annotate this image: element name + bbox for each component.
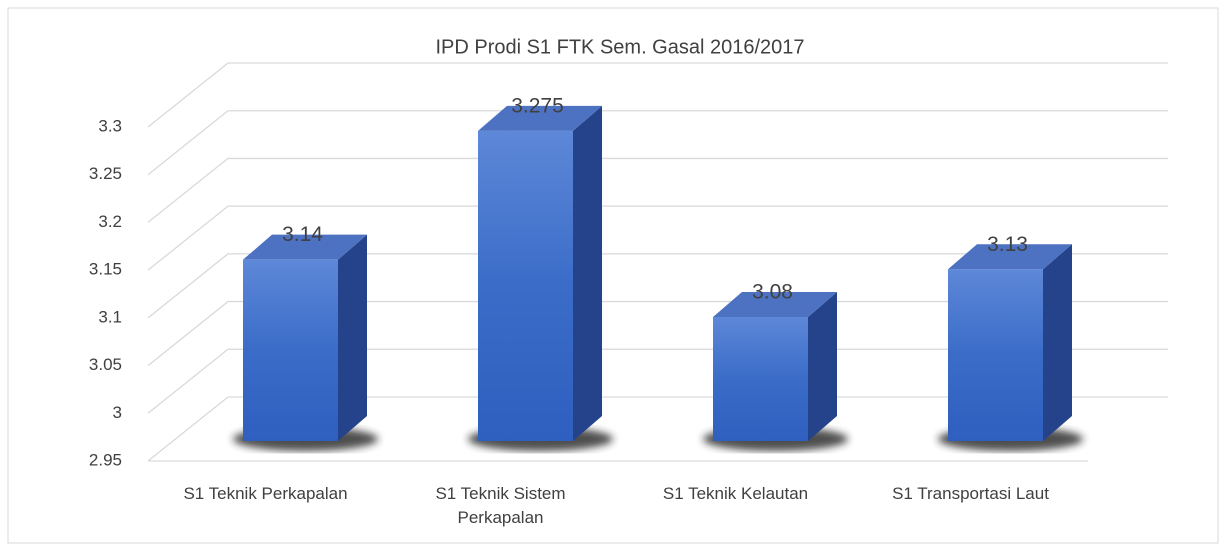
x-tick-label: S1 Transportasi Laut: [892, 484, 1049, 503]
y-tick-label: 3.05: [89, 355, 122, 374]
data-label: 3.275: [511, 94, 564, 117]
y-tick-label: 2.95: [89, 450, 122, 469]
grid-line: [147, 348, 1168, 414]
bar-front: [243, 259, 338, 441]
bar-side: [338, 234, 367, 441]
bar: [478, 105, 602, 441]
y-tick-label: 3.15: [89, 260, 122, 279]
grid-line: [147, 62, 1168, 128]
bar-front: [478, 130, 573, 441]
grid-line: [147, 205, 1168, 271]
data-label: 3.08: [752, 280, 793, 303]
data-label: 3.14: [282, 223, 323, 246]
bar-side: [1043, 244, 1072, 441]
bar-front: [948, 269, 1043, 441]
y-tick-label: 3.25: [89, 164, 122, 183]
bar: [713, 291, 837, 441]
bar-side: [808, 291, 837, 441]
bar: [243, 234, 367, 441]
bar-top: [478, 105, 602, 131]
bar-top: [713, 291, 837, 317]
chart-border: [7, 7, 1219, 544]
x-tick-label: S1 Teknik Kelautan: [662, 484, 809, 503]
chart-title: IPD Prodi S1 FTK Sem. Gasal 2016/2017: [435, 36, 804, 58]
grid-line: [147, 253, 1168, 319]
y-tick-label: 3.1: [98, 307, 122, 326]
bar-front: [713, 316, 808, 441]
data-label: 3.13: [987, 233, 1028, 256]
grid-line: [147, 157, 1168, 223]
bar-side: [573, 105, 602, 441]
x-tick-label: S1 Teknik Sistem Perkapalan: [435, 484, 566, 527]
y-tick-label: 3.3: [98, 116, 122, 135]
x-tick-label: S1 Teknik Perkapalan: [183, 484, 348, 503]
grid-line: [147, 110, 1168, 176]
grid-line: [147, 300, 1168, 367]
bar-top: [948, 244, 1072, 270]
grid-line: [147, 396, 1168, 462]
bar-top: [243, 234, 367, 260]
bar: [948, 244, 1072, 441]
y-tick-label: 3: [113, 403, 122, 422]
y-tick-label: 3.2: [98, 212, 122, 231]
